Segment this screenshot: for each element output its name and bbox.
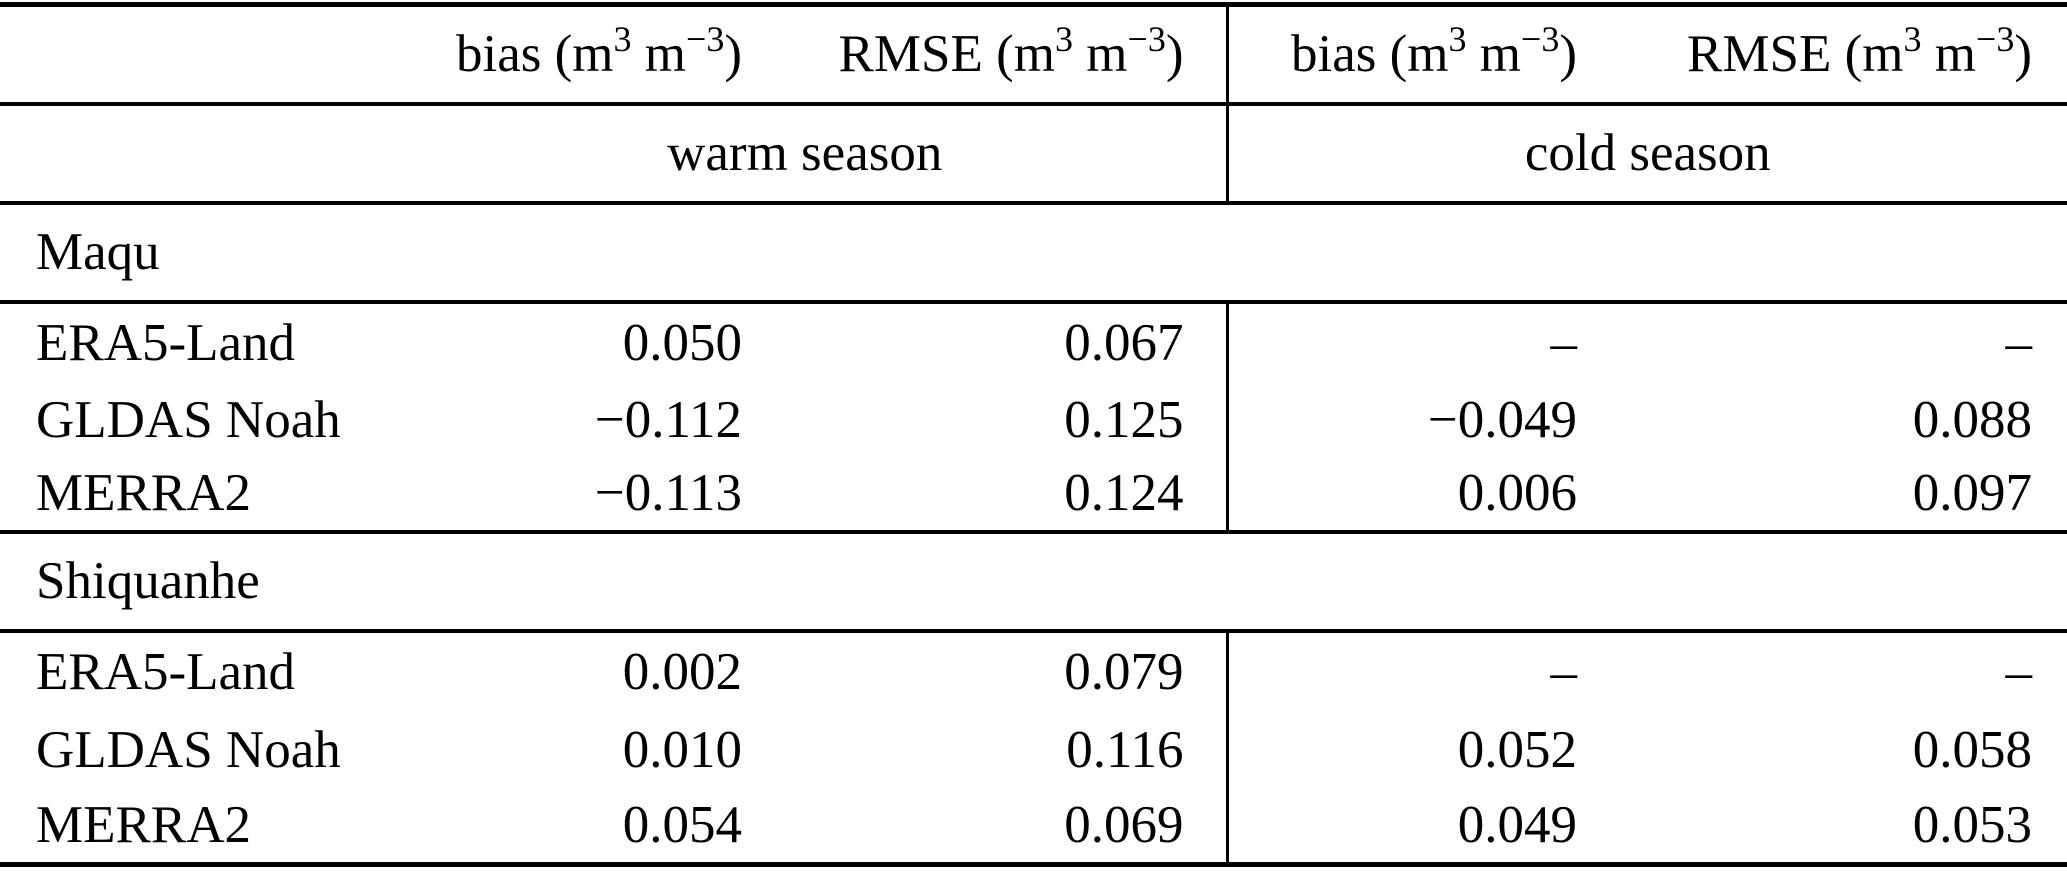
row-label: ERA5-Land [36,314,296,372]
warm-bias-value: 0.010 [622,721,742,779]
rmse-unit-pre: (m [982,24,1055,83]
cold-bias-value: −0.049 [1225,383,1579,458]
bias-sup-3: 3 [613,18,632,59]
warm-bias-value: 0.002 [622,643,742,701]
col-header-cold-rmse: RMSE (m3 m−3) [1579,4,2067,106]
soil-moisture-stats-table: bias (m3 m−3) RMSE (m3 m−3) bias (m3 m−3… [0,2,2067,867]
rmse-unit-post: ) [2014,24,2032,83]
warm-rmse-value: 0.079 [1064,643,1184,701]
cold-bias-value: 0.052 [1225,712,1579,789]
cold-rmse-value: – [2005,314,2033,372]
cold-bias-value: – [1225,630,1579,713]
bias-label: bias [1291,24,1377,83]
bias-unit-pre: (m [541,24,614,83]
bias-unit-post: ) [1559,24,1577,83]
table-row: MERRA2 0.054 0.069 0.049 0.053 [0,788,2067,865]
warm-season-group-header: warm season [420,103,1227,205]
table-row: ERA5-Land 0.050 0.067 – – [0,301,2067,384]
col-header-warm-bias: bias (m3 m−3) [420,4,752,106]
table-row: ERA5-Land 0.002 0.079 – – [0,630,2067,713]
rmse-unit-post: ) [1165,24,1184,83]
row-label: MERRA2 [0,457,420,534]
cold-bias-value: 0.049 [1225,788,1579,865]
rmse-sup-minus3: −3 [1127,18,1166,59]
section-title: Shiquanhe [0,531,2067,633]
col-header-warm-rmse: RMSE (m3 m−3) [752,4,1227,106]
section-header-maqu: Maqu [0,202,2067,304]
cold-rmse-value: 0.097 [1579,457,2067,534]
warm-rmse-value: 0.124 [752,457,1227,534]
warm-rmse-value: 0.069 [1064,795,1184,854]
season-row-empty-cell [0,103,420,205]
rmse-sup-3: 3 [1903,18,1922,59]
rmse-label: RMSE [838,24,983,83]
warm-bias-value: −0.112 [594,391,742,449]
cold-season-group-header: cold season [1225,103,2067,205]
cold-bias-value: – [1225,301,1579,384]
cold-rmse-value: 0.053 [1912,795,2032,854]
table-row: GLDAS Noah 0.010 0.116 0.052 0.058 [0,712,2067,789]
warm-bias-value: 0.054 [622,795,742,854]
bias-unit-mid: m [1466,24,1521,83]
bias-unit-mid: m [631,24,686,83]
rmse-sup-3: 3 [1055,18,1074,59]
row-label: GLDAS Noah [36,391,341,449]
warm-bias-value: −0.113 [420,457,752,534]
table-row: GLDAS Noah −0.112 0.125 −0.049 0.088 [0,383,2067,458]
warm-rmse-value: 0.116 [1066,721,1184,779]
rmse-label: RMSE [1687,24,1832,83]
row-label: GLDAS Noah [36,721,341,779]
cold-rmse-value: 0.088 [1912,391,2032,449]
table-row: MERRA2 −0.113 0.124 0.006 0.097 [0,457,2067,534]
cold-rmse-value: 0.058 [1912,721,2032,779]
warm-rmse-value: 0.125 [1064,391,1184,449]
section-header-shiquanhe: Shiquanhe [0,531,2067,633]
rmse-unit-mid: m [1921,24,1976,83]
bias-unit-pre: (m [1376,24,1449,83]
metric-header-row: bias (m3 m−3) RMSE (m3 m−3) bias (m3 m−3… [0,4,2067,106]
cold-bias-value: 0.006 [1225,457,1579,534]
warm-rmse-value: 0.067 [1064,314,1184,372]
col-header-cold-bias: bias (m3 m−3) [1225,4,1579,106]
bias-unit-post: ) [724,24,742,83]
bias-sup-minus3: −3 [1521,18,1560,59]
row-label: ERA5-Land [36,643,296,701]
bias-label: bias [456,24,542,83]
rmse-unit-pre: (m [1831,24,1904,83]
row-label: MERRA2 [36,795,251,854]
bias-sup-3: 3 [1448,18,1467,59]
rmse-unit-mid: m [1073,24,1128,83]
section-title: Maqu [0,202,2067,304]
corner-cell [0,4,420,106]
rmse-sup-minus3: −3 [1976,18,2015,59]
bias-sup-minus3: −3 [686,18,725,59]
cold-rmse-value: – [2005,643,2033,701]
warm-bias-value: 0.050 [622,314,742,372]
season-header-row: warm season cold season [0,103,2067,205]
